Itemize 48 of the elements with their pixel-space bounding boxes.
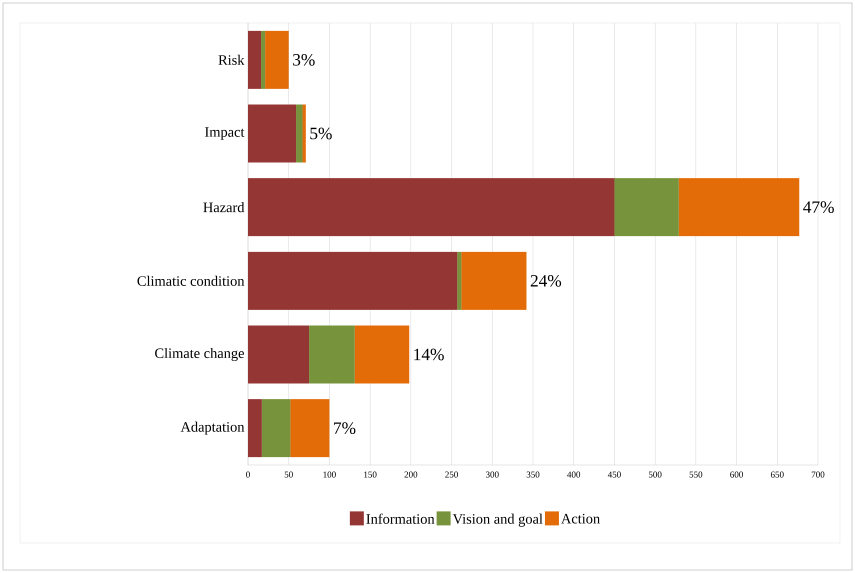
- bar: [296, 104, 303, 162]
- bar: [262, 399, 290, 458]
- bar: [261, 30, 266, 89]
- x-tick-label: 350: [526, 472, 540, 478]
- y-tick-label: Impact: [205, 127, 244, 140]
- x-tick-label: 600: [730, 472, 743, 478]
- y-tick-label: Climate change: [155, 348, 244, 362]
- x-tick-label: 150: [364, 472, 377, 478]
- bar: [248, 30, 262, 89]
- bar: [248, 399, 262, 458]
- x-tick-label: 250: [445, 472, 458, 478]
- x-tick-label: 400: [567, 472, 580, 478]
- y-tick-label: Risk: [218, 54, 244, 65]
- legend-label: Vision and goal: [452, 514, 543, 527]
- x-tick-label: 50: [284, 472, 293, 478]
- bar: [309, 325, 355, 384]
- x-tick-label: 100: [323, 472, 336, 478]
- x-tick-label: 450: [608, 472, 621, 478]
- bar: [614, 178, 679, 236]
- bar: [248, 252, 458, 310]
- bar: [248, 104, 296, 162]
- bar: [678, 178, 800, 236]
- annotation: 7%: [334, 422, 356, 434]
- bar: [457, 252, 462, 310]
- legend-label: Action: [561, 514, 600, 524]
- annotation: 3%: [293, 54, 315, 66]
- bar: [265, 30, 289, 89]
- x-tick-label: 500: [648, 472, 662, 478]
- annotation: 14%: [414, 348, 444, 360]
- bar: [461, 252, 526, 310]
- x-tick-label: 0: [246, 472, 250, 478]
- bar: [302, 104, 306, 162]
- x-tick-label: 650: [770, 472, 784, 478]
- x-tick-label: 200: [404, 472, 418, 478]
- legend-label: Information: [366, 514, 434, 524]
- y-tick-label: Hazard: [203, 202, 244, 212]
- y-tick-label: Adaptation: [180, 422, 244, 435]
- bar: [248, 325, 310, 384]
- bar: [354, 325, 410, 384]
- annotation: 24%: [530, 274, 562, 287]
- bar: [248, 178, 614, 236]
- x-tick-label: 700: [812, 472, 824, 478]
- y-tick-label: Climatic condition: [137, 276, 244, 286]
- annotation: 47%: [803, 201, 834, 214]
- bar: [290, 399, 330, 458]
- annotation: 5%: [310, 128, 332, 140]
- x-tick-label: 300: [486, 472, 499, 478]
- x-tick-label: 550: [690, 472, 702, 478]
